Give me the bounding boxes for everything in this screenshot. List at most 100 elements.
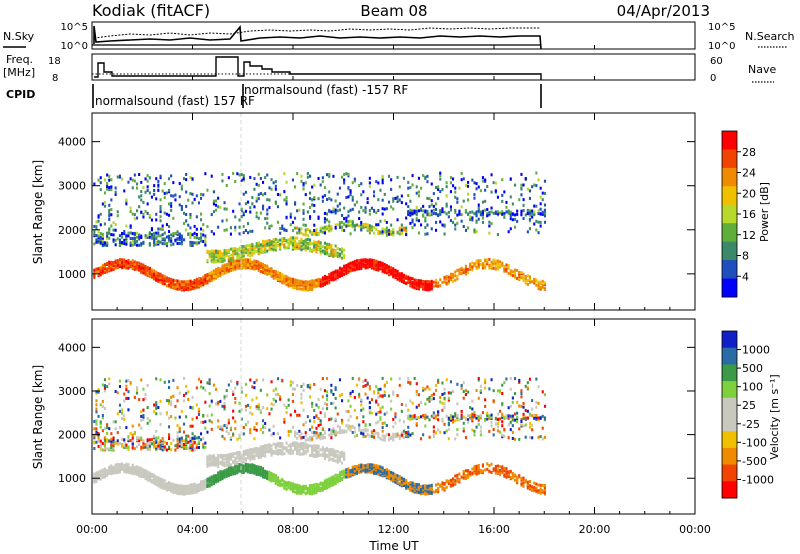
power-cell bbox=[242, 258, 245, 262]
power-cell bbox=[108, 262, 111, 266]
velocity-cell bbox=[223, 402, 226, 405]
power-cell bbox=[424, 219, 427, 223]
velocity-cell bbox=[219, 427, 222, 431]
power-cell bbox=[430, 279, 433, 283]
velocity-cell bbox=[330, 417, 333, 421]
velocity-cell bbox=[276, 441, 279, 445]
power-cell bbox=[484, 199, 487, 203]
velocity-cell bbox=[407, 435, 410, 439]
power-cell bbox=[338, 208, 341, 212]
power-cell bbox=[449, 190, 452, 194]
power-cell bbox=[161, 274, 164, 278]
velocity-cell bbox=[370, 466, 373, 469]
power-cell bbox=[232, 253, 235, 257]
velocity-cell bbox=[338, 394, 341, 398]
velocity-cell bbox=[400, 433, 403, 437]
velocity-cell bbox=[334, 406, 337, 410]
power-cell bbox=[110, 213, 113, 217]
cpid-program-2: normalsound (fast) -157 RF bbox=[244, 83, 408, 97]
velocity-cell bbox=[334, 480, 337, 484]
noise-left-tick-top: 10^5 bbox=[61, 22, 88, 33]
power-cell bbox=[180, 242, 183, 246]
power-cell bbox=[475, 265, 478, 269]
power-cell bbox=[362, 226, 365, 230]
power-cell bbox=[370, 225, 373, 229]
power-cell bbox=[101, 263, 104, 267]
power-cell bbox=[501, 199, 504, 203]
power-cell bbox=[454, 190, 457, 194]
power-cell bbox=[103, 262, 106, 266]
velocity-cell bbox=[362, 432, 365, 436]
power-cell bbox=[159, 278, 162, 281]
velocity-cell bbox=[180, 490, 183, 493]
power-cell bbox=[526, 230, 529, 234]
velocity-cell bbox=[413, 489, 416, 492]
velocity-cell bbox=[108, 465, 111, 469]
power-cell bbox=[215, 268, 218, 271]
velocity-cell bbox=[103, 389, 106, 393]
velocity-cell bbox=[99, 439, 102, 443]
power-cell bbox=[223, 252, 226, 256]
power-cell bbox=[210, 270, 213, 274]
power-cell bbox=[432, 204, 435, 208]
velocity-cell bbox=[353, 408, 356, 412]
velocity-cell bbox=[262, 424, 265, 428]
velocity-cell bbox=[99, 469, 102, 473]
velocity-cell bbox=[362, 415, 365, 419]
velocity-cell bbox=[336, 453, 339, 457]
velocity-cell bbox=[319, 489, 322, 493]
velocity-cell bbox=[244, 408, 247, 412]
velocity-cell bbox=[155, 407, 158, 410]
power-cell bbox=[264, 270, 267, 274]
velocity-cell bbox=[396, 474, 399, 478]
velocity-cell bbox=[234, 397, 237, 400]
power-ytick-label: 4000 bbox=[58, 136, 86, 149]
power-cell bbox=[187, 288, 190, 292]
power-cell bbox=[306, 243, 309, 247]
velocity-cell bbox=[383, 474, 386, 478]
power-cell bbox=[144, 177, 147, 181]
velocity-cell bbox=[309, 438, 312, 442]
power-cell bbox=[330, 271, 333, 275]
velocity-cell bbox=[110, 432, 113, 436]
power-cell bbox=[262, 270, 265, 274]
velocity-cell bbox=[323, 454, 326, 458]
velocity-cell bbox=[159, 378, 162, 382]
power-cell bbox=[291, 229, 294, 232]
velocity-cell bbox=[259, 467, 262, 471]
power-cell bbox=[97, 214, 100, 218]
power-cell bbox=[112, 240, 115, 243]
velocity-cell bbox=[334, 473, 337, 477]
power-cell bbox=[242, 231, 245, 235]
velocity-cell bbox=[221, 470, 224, 474]
velocity-cell bbox=[223, 397, 226, 401]
power-cell bbox=[291, 242, 294, 246]
velocity-cell bbox=[219, 454, 222, 457]
power-cell bbox=[488, 220, 491, 224]
velocity-cell bbox=[168, 399, 171, 403]
power-cell bbox=[138, 261, 141, 265]
power-cell bbox=[136, 231, 139, 235]
power-cell bbox=[140, 269, 143, 273]
velocity-cell bbox=[165, 484, 168, 488]
velocity-cell bbox=[304, 442, 307, 446]
velocity-cell bbox=[127, 435, 130, 438]
power-cell bbox=[533, 212, 536, 216]
power-cell bbox=[238, 264, 241, 268]
velocity-cell bbox=[368, 384, 371, 388]
power-cell bbox=[445, 194, 448, 198]
velocity-cell bbox=[388, 477, 391, 480]
power-cell bbox=[373, 264, 376, 268]
power-cell bbox=[112, 238, 115, 242]
velocity-cell bbox=[330, 436, 333, 440]
velocity-cell bbox=[93, 433, 96, 437]
velocity-cell bbox=[112, 446, 115, 450]
power-cell bbox=[289, 215, 292, 219]
power-cell bbox=[202, 233, 205, 237]
power-cell bbox=[240, 207, 243, 211]
power-cell bbox=[264, 217, 267, 221]
power-cell bbox=[200, 277, 203, 281]
velocity-cell bbox=[140, 473, 143, 477]
power-cell bbox=[528, 280, 531, 284]
velocity-cell bbox=[249, 456, 252, 460]
